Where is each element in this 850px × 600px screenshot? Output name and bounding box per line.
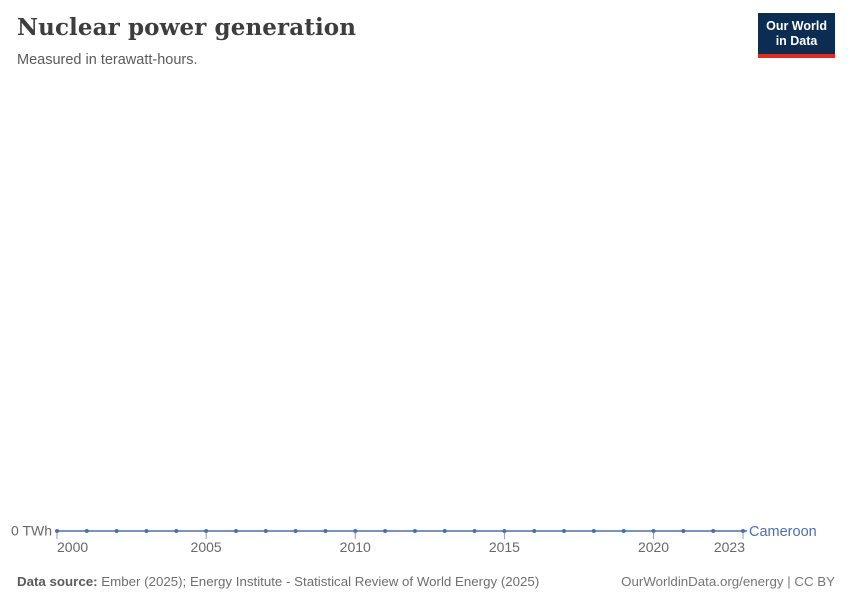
chart-title: Nuclear power generation (17, 14, 357, 41)
owid-url-license-link[interactable]: OurWorldinData.org/energy | CC BY (621, 574, 835, 589)
data-point-marker (204, 529, 209, 533)
data-point-marker (323, 529, 328, 533)
data-point-marker (84, 529, 89, 533)
owid-logo[interactable]: Our World in Data (758, 13, 835, 58)
x-axis-tick-label: 2010 (340, 539, 371, 555)
series-label-cameroon[interactable]: Cameroon (749, 524, 817, 540)
data-point-marker (502, 529, 507, 533)
data-point-marker (621, 529, 626, 533)
y-axis-label: 0 TWh (11, 523, 52, 539)
data-point-marker (442, 529, 447, 533)
data-point-marker (55, 529, 59, 533)
data-point-marker (472, 529, 477, 533)
data-point-marker (591, 529, 596, 533)
data-source-text: Ember (2025); Energy Institute - Statist… (97, 574, 540, 589)
data-point-marker (711, 529, 716, 533)
chart-footer: Data source: Ember (2025); Energy Instit… (17, 574, 835, 589)
owid-logo-line1: Our World (766, 19, 827, 33)
data-point-marker (681, 529, 686, 533)
x-axis-tick-label: 2023 (714, 539, 745, 555)
chart-subtitle: Measured in terawatt-hours. (17, 52, 198, 68)
data-source-note: Data source: Ember (2025); Energy Instit… (17, 574, 539, 589)
data-point-marker (174, 529, 179, 533)
data-point-marker (412, 529, 417, 533)
data-source-label: Data source: (17, 574, 98, 589)
data-point-marker (562, 529, 567, 533)
x-axis-tick-label: 2015 (489, 539, 520, 555)
data-point-marker (263, 529, 268, 533)
data-point-marker (233, 529, 238, 533)
x-axis-tick-label: 2005 (191, 539, 222, 555)
data-point-marker (651, 529, 656, 533)
data-point-marker (383, 529, 388, 533)
x-axis-tick-label: 2020 (638, 539, 669, 555)
data-point-marker (353, 529, 358, 533)
data-point-marker (114, 529, 119, 533)
owid-logo-line2: in Data (775, 34, 818, 48)
data-point-marker (144, 529, 149, 533)
data-point-marker (293, 529, 298, 533)
x-axis-tick-label: 2000 (57, 539, 88, 555)
data-point-marker (532, 529, 537, 533)
